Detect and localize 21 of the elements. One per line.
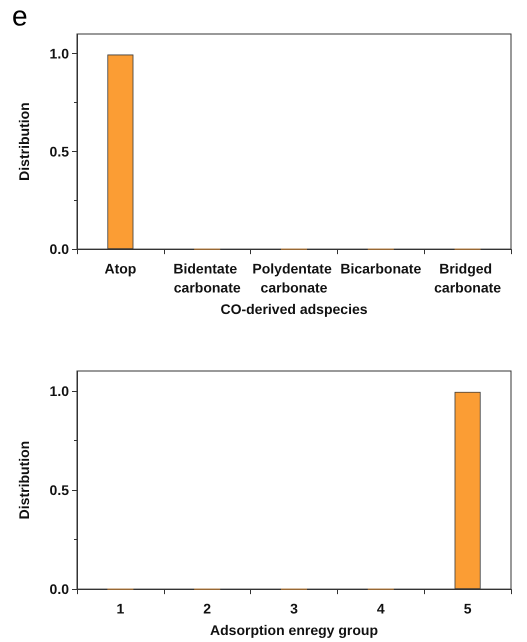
- x-tick-label: 5: [464, 600, 472, 617]
- x-axis-title: CO-derived adspecies: [220, 301, 368, 317]
- x-tick-label: 3: [290, 600, 298, 617]
- x-axis-title: Adsorption enregy group: [210, 622, 378, 638]
- x-tick-label: Bidentate carbonate: [173, 260, 242, 296]
- y-axis-title: Distribution: [16, 102, 32, 181]
- y-tick-label: 1.0: [50, 46, 70, 62]
- y-tick-label: 0.0: [50, 241, 70, 258]
- x-tick-label: 1: [116, 600, 124, 617]
- x-tick-label: 2: [203, 600, 212, 617]
- x-tick-label: Polydentate carbonate: [252, 260, 336, 296]
- text: e: [12, 0, 28, 32]
- y-tick-label: 1.0: [50, 382, 70, 399]
- x-tick-label: Atop: [104, 260, 136, 277]
- y-tick-label: 0.0: [50, 581, 70, 598]
- x-tick-label: Bicarbonate: [340, 260, 422, 277]
- y-tick-label: 0.5: [50, 143, 70, 160]
- y-tick-label: 0.5: [50, 482, 70, 498]
- x-tick-label: 4: [376, 600, 385, 617]
- y-axis-title: Distribution: [16, 440, 32, 520]
- x-tick-label: Bridged carbonate: [434, 260, 502, 296]
